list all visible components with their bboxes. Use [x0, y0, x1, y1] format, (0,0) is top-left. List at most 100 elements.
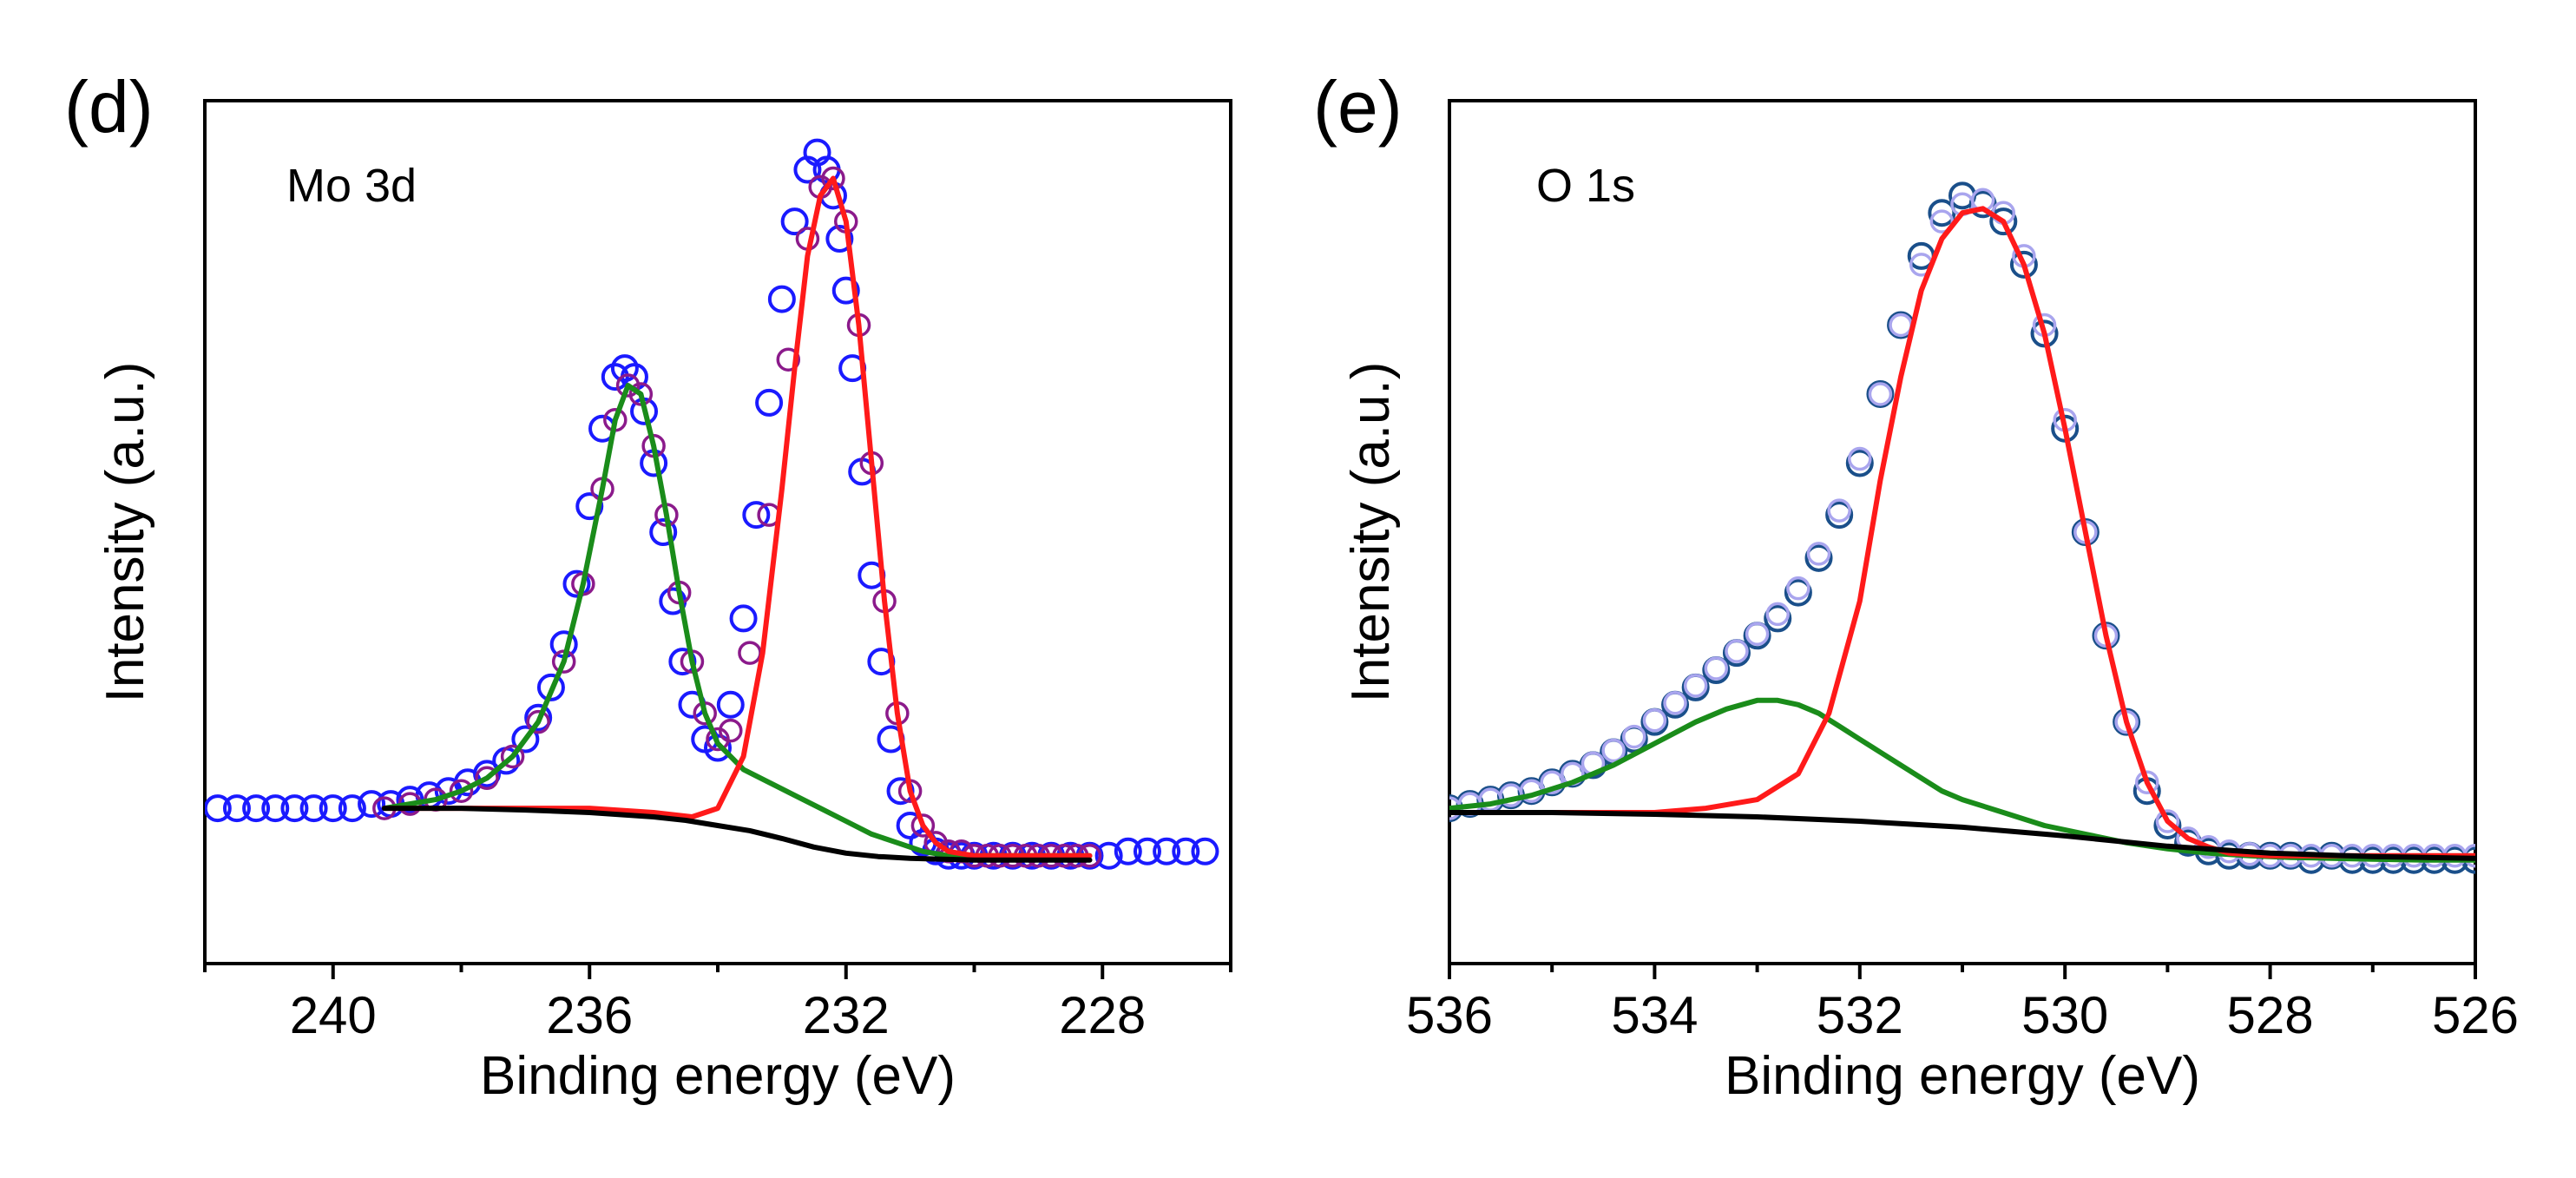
- chartd-raw-point: [601, 363, 629, 392]
- charte-envelope-point: [1683, 674, 1708, 698]
- charte-envelope-point: [1642, 707, 1667, 733]
- charte-series-line-2: [1449, 206, 2475, 859]
- chartd-raw-point: [536, 673, 565, 701]
- chartd-plot-frame: [203, 99, 1232, 965]
- chartd-raw-point: [473, 760, 502, 788]
- charte-envelope-point: [1868, 382, 1893, 406]
- chartd-yaxis-label: Intensity (a.u.): [95, 362, 155, 703]
- chartd-raw-point: [649, 518, 678, 546]
- chartd-raw-point: [610, 354, 639, 383]
- chartd-xtick-label-228: 228: [1059, 986, 1146, 1044]
- chartd-envelope-point: [910, 813, 936, 838]
- chartd-raw-point: [755, 388, 784, 417]
- chartd-raw-point: [742, 501, 771, 530]
- charte-raw-point: [1804, 543, 1833, 572]
- chartd-envelope-point: [526, 709, 550, 734]
- charte-envelope-point: [2135, 770, 2159, 795]
- chartd-envelope-point: [719, 718, 743, 743]
- charte-envelope-point: [1663, 691, 1687, 715]
- charte-plot-frame: [1448, 99, 2477, 965]
- charte-panel-label: (e): [1313, 66, 1403, 148]
- chartd-xaxis-label: Binding energy (eV): [480, 1046, 956, 1106]
- charte-envelope-point: [1786, 576, 1810, 601]
- charte-yaxis-label: Intensity (a.u.): [1341, 362, 1401, 703]
- chartd-raw-point: [261, 794, 290, 823]
- panel-d: 240 236 232 228 Binding energy (eV) Intensity…: [64, 66, 1232, 1106]
- chartd-raw-point: [1094, 841, 1123, 870]
- chartd-raw-point: [511, 725, 540, 754]
- chartd-raw-point: [338, 794, 366, 823]
- chartd-raw-point: [1114, 837, 1142, 865]
- charte-series-line-3: [1449, 810, 2475, 861]
- chartd-envelope-point: [738, 641, 762, 665]
- chartd-raw-point: [299, 794, 328, 823]
- chartd-raw-point: [524, 703, 553, 732]
- chartd-envelope-point: [500, 744, 525, 769]
- chartd-raw-point: [1133, 837, 1161, 865]
- charte-xtick-label-534: 534: [1611, 986, 1698, 1044]
- chartd-raw-point: [319, 794, 347, 823]
- chartd-series-line-2: [381, 175, 1093, 859]
- charte-raw-point: [2009, 250, 2038, 279]
- chartd-envelope-point: [475, 766, 499, 791]
- chartd-raw-point: [704, 734, 732, 762]
- chartd-raw-point: [780, 207, 809, 236]
- charte-envelope-point: [1765, 602, 1790, 627]
- charte-raw-point: [2153, 811, 2182, 839]
- chartd-raw-point: [825, 225, 854, 253]
- panel-e: 536 534 532 530 528 526 Binding energy (eV) Int…: [1313, 66, 2519, 1106]
- charte-xtick-label-532: 532: [1817, 986, 1903, 1044]
- charte-envelope-point: [1848, 446, 1872, 471]
- chartd-raw-point: [575, 492, 604, 521]
- chartd-raw-point: [729, 604, 758, 633]
- charte-envelope-point: [1827, 498, 1851, 523]
- charte-xtick-label-536: 536: [1406, 986, 1493, 1044]
- charte-raw-point: [1866, 379, 1895, 408]
- charte-envelope-point: [1540, 770, 1564, 795]
- charte-xaxis-label: Binding energy (eV): [1725, 1046, 2200, 1106]
- charte-raw-point: [1825, 501, 1854, 530]
- chartd-raw-point: [358, 790, 386, 819]
- chartd-envelope-point: [776, 347, 801, 372]
- charte-envelope-point: [1601, 738, 1626, 763]
- chartd-raw-point: [1191, 837, 1219, 865]
- chartd-xtick-label-240: 240: [290, 986, 377, 1044]
- charte-envelope-point: [1622, 724, 1646, 749]
- charte-raw-point: [1764, 604, 1792, 633]
- chartd-raw-point: [242, 794, 271, 823]
- chartd-raw-point: [562, 569, 591, 598]
- chartd-envelope-point: [821, 166, 845, 191]
- chartd-raw-point: [205, 794, 232, 823]
- charte-raw-point: [2113, 707, 2141, 736]
- chartd-xtick-label-236: 236: [546, 986, 633, 1044]
- chartd-xtick-label-232: 232: [803, 986, 890, 1044]
- chartd-raw-point: [1153, 837, 1181, 865]
- charte-xtick-label-528: 528: [2227, 986, 2314, 1044]
- charte-data-area: [1449, 181, 2475, 874]
- charte-raw-point: [1989, 207, 2018, 236]
- chartd-raw-point: [222, 794, 251, 823]
- chartd-data-area: [205, 138, 1219, 870]
- charte-envelope-point: [1725, 639, 1749, 663]
- chartd-raw-point: [831, 276, 860, 305]
- charte-envelope-point: [1745, 622, 1770, 647]
- chartd-raw-point: [767, 285, 796, 313]
- charte-raw-point: [1968, 190, 1997, 219]
- chartd-raw-point: [716, 690, 745, 719]
- charte-annotation: O 1s: [1536, 160, 1635, 212]
- chartd-annotation: Mo 3d: [286, 160, 417, 212]
- charte-raw-point: [1845, 449, 1874, 477]
- chartd-envelope-point: [449, 779, 474, 803]
- charte-raw-point: [1784, 578, 1812, 607]
- charte-envelope-point: [2155, 809, 2180, 833]
- charte-envelope-point: [1704, 656, 1729, 681]
- chartd-raw-point: [280, 794, 309, 823]
- charte-series-line-1: [1449, 697, 2475, 863]
- charte-xtick-label-526: 526: [2432, 986, 2519, 1044]
- chartd-series-line-3: [381, 806, 1093, 863]
- charte-envelope-point: [1806, 542, 1831, 566]
- chartd-panel-label: (d): [64, 66, 154, 148]
- charte-envelope-point: [1889, 313, 1913, 338]
